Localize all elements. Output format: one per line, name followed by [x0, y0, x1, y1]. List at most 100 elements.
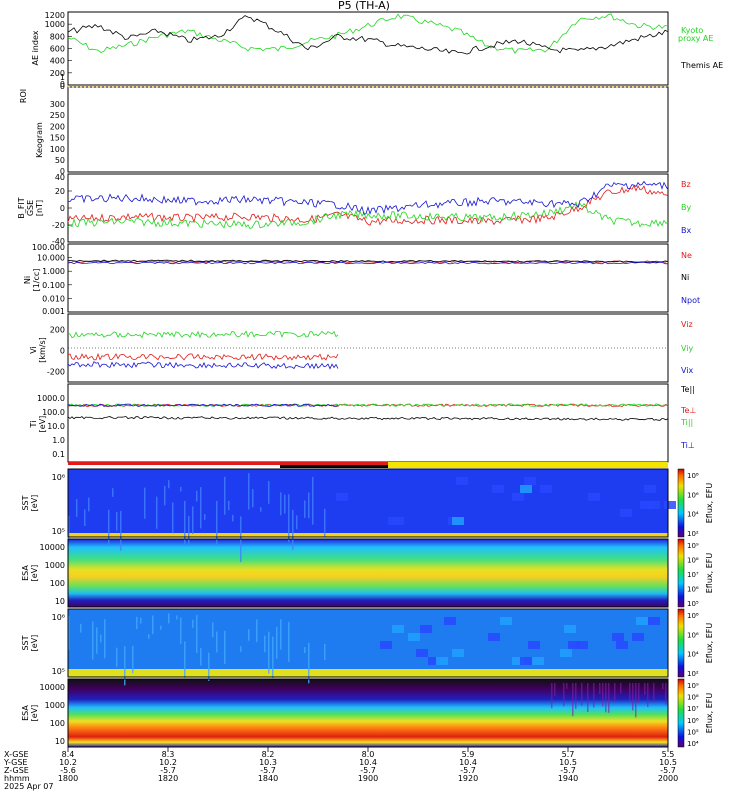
sst-2-floor	[68, 669, 668, 677]
roi-tick-label: 0	[60, 82, 65, 91]
sst-2-ylabel: SST	[21, 635, 30, 650]
kyoto-legend: Kyoto	[681, 26, 703, 35]
bz-legend: Bz	[681, 180, 691, 189]
colorbar-sst-2	[677, 608, 685, 678]
colorbar-sst-1	[677, 468, 685, 538]
x-axis-tick-value: 1940	[558, 774, 578, 783]
themis-ae-line	[67, 15, 669, 55]
x-axis-tick-value: 5.7	[562, 750, 575, 759]
keogram-ylabel: Keogram	[35, 122, 44, 158]
temperature-tick-label: 1000.0	[37, 394, 65, 403]
esa-1-ylabel: ESA	[21, 565, 30, 581]
keogram-tick-label: 250	[50, 111, 65, 120]
temperature-tick-label: 100.0	[42, 408, 65, 417]
x-axis-tick-value: 10.5	[559, 758, 577, 767]
esa-1-colorbar-tick: 10⁶	[687, 586, 699, 594]
sst-2-colorbar-tick: 10⁸	[687, 612, 699, 620]
density-ylabel: Ni	[23, 276, 32, 284]
esa-2-tick-label: 100	[50, 719, 65, 728]
sst-1-colorbar-tick: 10⁸	[687, 472, 699, 480]
plot-title: P5 (TH-A)	[338, 0, 390, 12]
x-axis-tick-value: 1820	[158, 774, 178, 783]
x-axis-row-label: X-GSE	[4, 750, 29, 759]
esa-1-colorbar-tick: 10⁸	[687, 557, 699, 565]
esa-1-colorbar-tick: 10⁹	[687, 542, 699, 550]
esa-2-background	[68, 679, 668, 747]
x-axis-tick-value: 1840	[258, 774, 278, 783]
b-tick-label: -40	[52, 237, 65, 246]
velocity-ylabel: Vi	[29, 346, 38, 354]
density-tick-label: 0.100	[42, 281, 65, 290]
kyoto-ae-line	[67, 13, 669, 54]
velocity-line-viz	[67, 352, 339, 361]
x-axis-tick-value: 1900	[358, 774, 378, 783]
temperature-line-black	[67, 416, 669, 421]
x-axis-tick-value: 5.9	[462, 750, 475, 759]
x-axis-tick-value: 10.3	[259, 758, 277, 767]
sst-1-floor	[68, 533, 668, 537]
esa-1-colorbar-tick: 10⁷	[687, 571, 699, 579]
ae-tick-label: 800	[50, 32, 65, 41]
esa-2-colorbar-label: Eflux, EFU	[705, 693, 714, 734]
spectrogram-panels	[68, 462, 668, 747]
density-ylabel: [1/cc]	[32, 269, 41, 292]
sst-2-colorbar-label: Eflux, EFU	[705, 623, 714, 664]
ae-tick-label: 600	[50, 45, 65, 54]
esa-1-background	[68, 539, 668, 607]
x-axis-tick-value: 10.4	[459, 758, 477, 767]
ne-legend: Ne	[681, 251, 692, 260]
b-tick-label: -20	[52, 221, 65, 230]
esa-2-colorbar-tick: 10⁵	[687, 728, 699, 736]
x-axis-tick-value: 10.2	[159, 758, 177, 767]
keogram-tick-label: 150	[50, 134, 65, 143]
velocity-tick-label: 0	[60, 347, 65, 356]
sst-1-tick-label: 10⁶	[52, 473, 65, 482]
te-perp-legend: Te⊥	[680, 406, 696, 415]
sst-1-background	[68, 469, 668, 537]
density-tick-label: 0.001	[42, 307, 65, 316]
temperature-line-blue	[67, 403, 339, 407]
colorbar-esa-2	[677, 678, 685, 748]
velocity-tick-label: 200	[50, 326, 65, 335]
b-line-by	[67, 201, 669, 229]
keogram-tick-label: 200	[50, 122, 65, 131]
esa-2-ylabel: ESA	[21, 705, 30, 721]
b-tick-label: 40	[55, 173, 65, 182]
b-ylabel: B_FIT	[17, 197, 26, 218]
ni-legend: Ni	[681, 273, 689, 282]
keogram-tick-label: 0	[60, 167, 65, 176]
esa-2-tick-label: 10	[55, 737, 65, 746]
esa-2-colorbar-tick: 10⁴	[687, 740, 699, 748]
sst-1-tick-label: 10⁵	[52, 527, 65, 536]
vix-legend: Vix	[681, 366, 694, 375]
x-axis-tick-value: -5.6	[60, 766, 76, 775]
x-axis-tick-value: 10.2	[59, 758, 77, 767]
x-axis-tick-value: 10.5	[659, 758, 677, 767]
temperature-tick-label: 1.0	[52, 436, 65, 445]
ti-par-legend: Ti||	[680, 418, 693, 427]
ae-tick-label: 0	[60, 80, 65, 89]
x-axis-row-label: hhmm	[4, 774, 30, 783]
esa-2-colorbar-tick: 10⁶	[687, 717, 699, 725]
esa-2-tick-label: 10000	[40, 683, 65, 692]
ae-tick-label: 400	[50, 57, 65, 66]
x-axis-row-label: Y-GSE	[3, 758, 27, 767]
ti-perp-legend: Ti⊥	[680, 441, 695, 450]
velocity-tick-label: -200	[47, 368, 65, 377]
sst-2-tick-label: 10⁵	[52, 667, 65, 676]
esa-2-ylabel: [eV]	[30, 705, 39, 722]
themis-legend: Themis AE	[680, 61, 723, 70]
x-axis-tick-value: -5.7	[260, 766, 276, 775]
b-ylabel: GSE	[26, 200, 35, 216]
by-legend: By	[681, 203, 691, 212]
x-axis-tick-value: -5.7	[460, 766, 476, 775]
x-axis-tick-value: 1920	[458, 774, 478, 783]
npot-legend: Npot	[681, 296, 700, 305]
velocity-line-vix	[67, 361, 339, 370]
sst-2-colorbar-tick: 10²	[687, 670, 699, 678]
x-axis-tick-value: 1800	[58, 774, 78, 783]
esa-2-colorbar-tick: 10⁷	[687, 705, 699, 713]
esa-2-colorbar-tick: 10⁹	[687, 682, 699, 690]
